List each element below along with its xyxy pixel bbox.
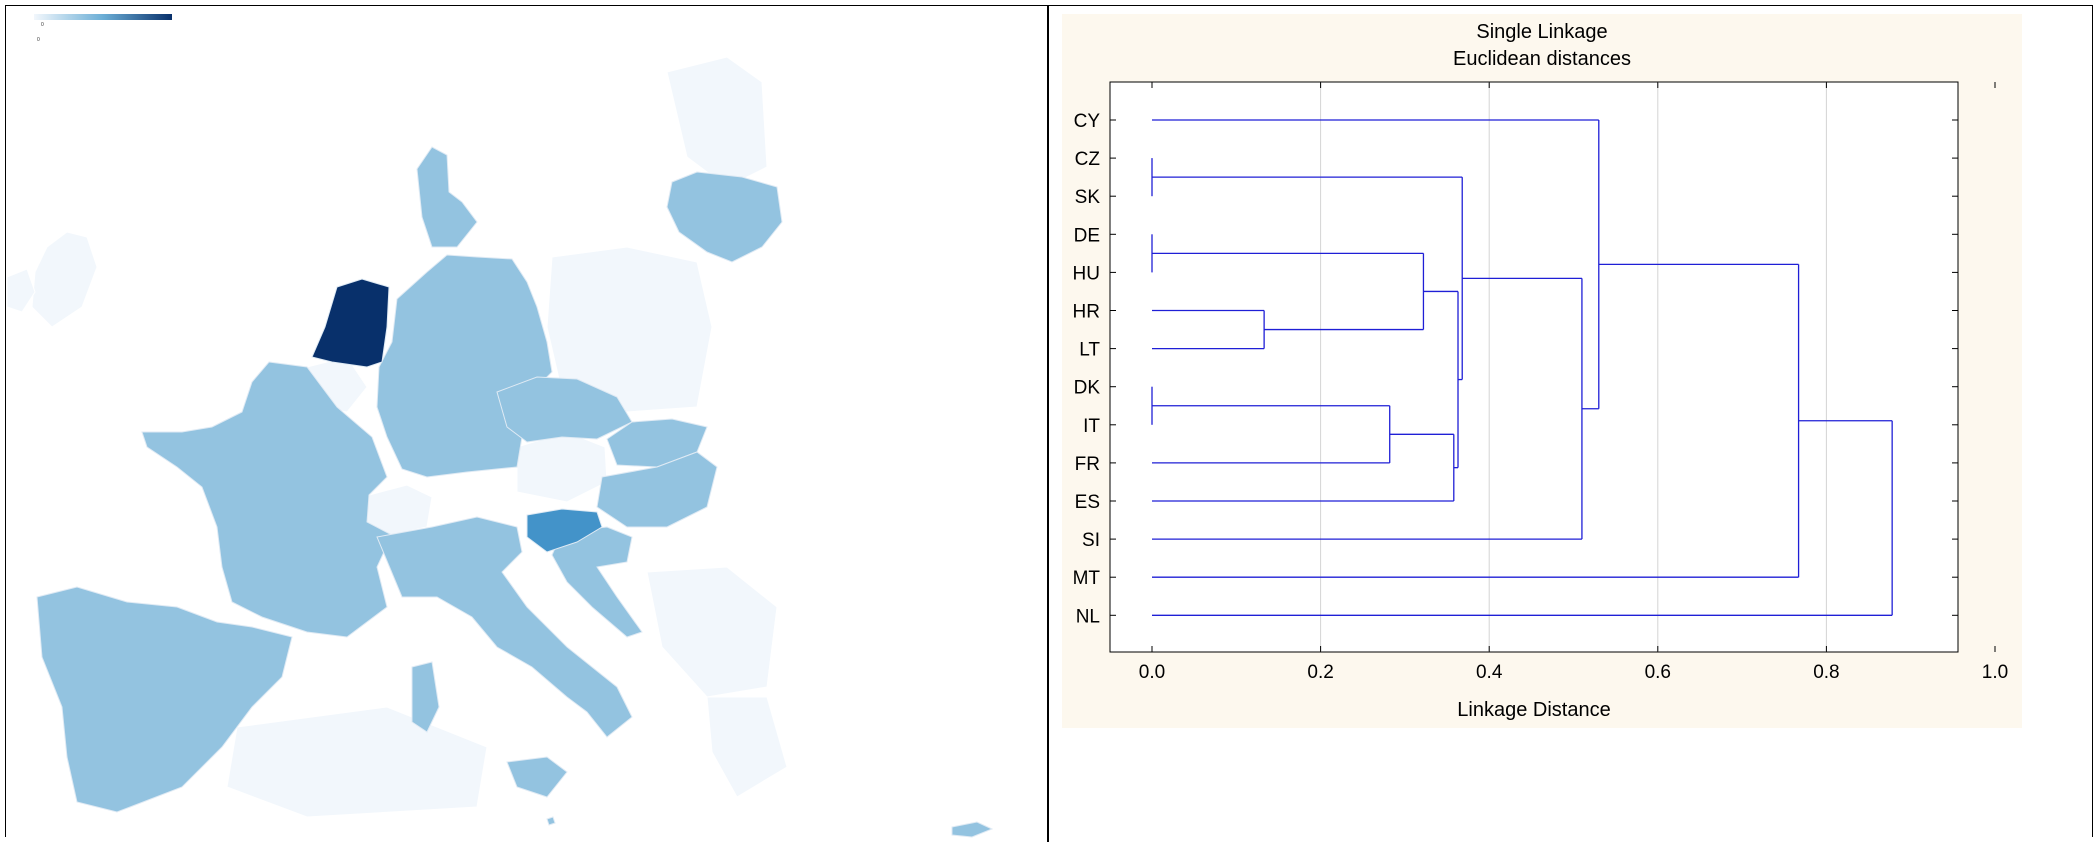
leaf-label-fr: FR <box>1075 454 1100 475</box>
leaf-label-it: IT <box>1083 416 1100 437</box>
country-north-africa-shape <box>226 706 488 818</box>
leaf-label-nl: NL <box>1076 606 1100 627</box>
x-tick-label: 0.4 <box>1476 662 1503 683</box>
leaf-label-si: SI <box>1082 530 1100 551</box>
country-dk-shape <box>416 146 478 248</box>
country-scandinavia-shape <box>666 56 768 188</box>
country-hu-shape <box>596 451 718 528</box>
legend-max-label: 0 <box>37 37 40 43</box>
country-it-sicily-shape <box>506 756 568 798</box>
country-poland-shape <box>546 246 713 413</box>
country-it-sardinia-shape <box>411 661 440 733</box>
country-cz-shape <box>496 376 633 443</box>
country-mt-shape <box>546 816 556 826</box>
leaf-label-lt: LT <box>1079 340 1100 361</box>
plot-area <box>1109 81 1959 653</box>
choropleth-map-panel: 0 0 <box>7 7 1045 842</box>
country-austria-shape <box>516 431 608 503</box>
country-nl-shape <box>311 278 390 368</box>
country-sk-shape <box>606 418 708 468</box>
country-ireland-shape <box>7 268 36 313</box>
country-de-shape <box>376 254 553 478</box>
x-tick-label: 0.0 <box>1139 662 1165 683</box>
leaf-labels: CY CZ SK DE HU HR LT DK IT FR ES SI MT NL <box>1073 111 1958 627</box>
country-si-shape <box>526 508 603 553</box>
no-data-countries <box>7 56 788 818</box>
figure-frame <box>5 5 2093 837</box>
dendrogram-panel: Single Linkage Euclidean distances 0.0 0.… <box>1062 14 2022 728</box>
country-lt-shape <box>666 171 783 263</box>
axes: 0.0 0.2 0.4 0.6 0.8 1.0 <box>1139 82 2008 683</box>
legend-min-label: 0 <box>41 22 44 28</box>
country-balkans-shape <box>646 566 778 698</box>
europe-map: 0 0 <box>7 14 994 838</box>
x-tick-label: 0.2 <box>1307 662 1333 683</box>
dendrogram-chart: Single Linkage Euclidean distances 0.0 0.… <box>1073 21 2009 721</box>
leaf-label-dk: DK <box>1074 378 1101 399</box>
country-fr-shape <box>141 361 393 638</box>
dendrogram-links <box>1151 119 1893 616</box>
leaf-label-hr: HR <box>1073 302 1100 323</box>
leaf-label-hu: HU <box>1073 263 1100 284</box>
country-cy-shape <box>951 821 994 838</box>
leaf-label-cz: CZ <box>1075 149 1101 170</box>
country-greece-shape <box>706 696 788 798</box>
x-axis-label: Linkage Distance <box>1457 699 1610 721</box>
leaf-label-sk: SK <box>1075 187 1101 208</box>
chart-subtitle: Euclidean distances <box>1453 48 1631 70</box>
leaf-label-de: DE <box>1074 225 1100 246</box>
country-uk-shape <box>31 231 98 328</box>
data-countries <box>36 146 994 838</box>
panel-divider <box>1047 5 1049 842</box>
chart-title: Single Linkage <box>1476 21 1607 43</box>
x-tick-label: 1.0 <box>1982 662 2008 683</box>
country-it-shape <box>376 516 633 738</box>
x-tick-label: 0.8 <box>1813 662 1839 683</box>
leaf-label-cy: CY <box>1074 111 1101 132</box>
legend-colorbar <box>34 14 172 20</box>
leaf-label-mt: MT <box>1073 568 1101 589</box>
x-tick-label: 0.6 <box>1645 662 1671 683</box>
leaf-label-es: ES <box>1075 492 1100 513</box>
country-es-shape <box>36 586 293 813</box>
country-hr-shape <box>551 526 643 638</box>
